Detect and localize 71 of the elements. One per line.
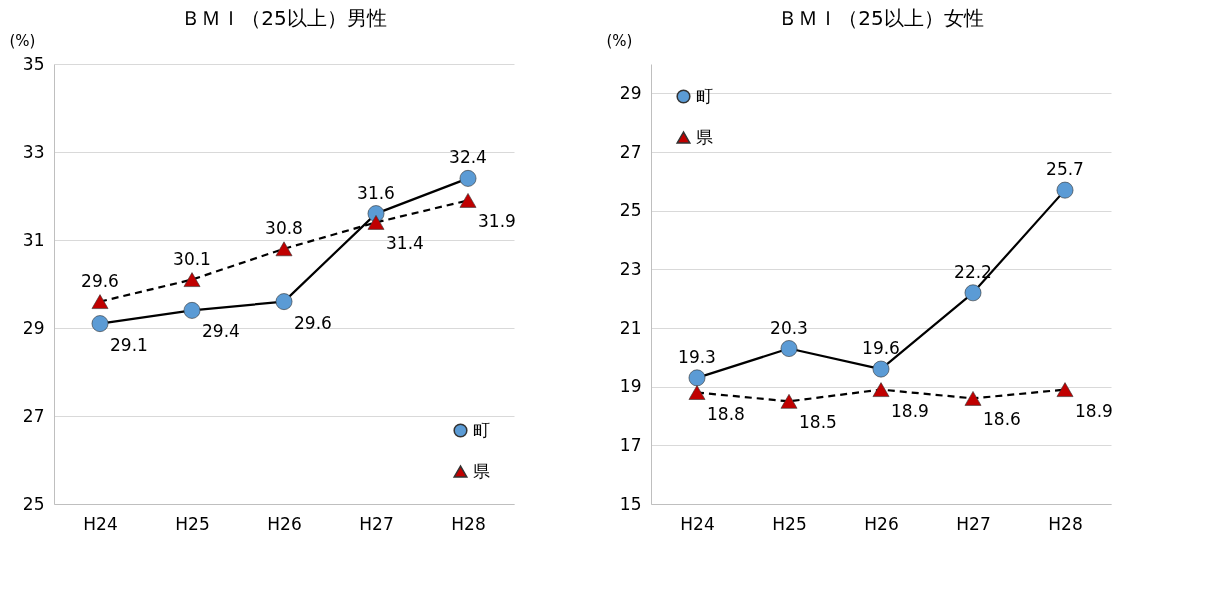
y-tick-label: 29 bbox=[22, 317, 45, 338]
data-label: 18.8 bbox=[707, 403, 745, 424]
x-tick-label: H24 bbox=[680, 513, 715, 534]
y-tick-label: 15 bbox=[619, 493, 642, 514]
x-tick-label: H28 bbox=[451, 513, 486, 534]
x-tick-label: H25 bbox=[175, 513, 210, 534]
x-tick-label: H25 bbox=[772, 513, 807, 534]
point bbox=[91, 294, 109, 309]
x-tick-label: H26 bbox=[864, 513, 899, 534]
point bbox=[872, 382, 890, 397]
data-label: 31.6 bbox=[357, 182, 395, 203]
y-tick-label: 33 bbox=[22, 141, 45, 162]
y-tick-label: 25 bbox=[619, 200, 642, 221]
point bbox=[367, 215, 385, 230]
point bbox=[91, 315, 109, 332]
legend-label: 県 bbox=[696, 126, 713, 147]
chart-title: ＢＭＩ（25以上）女性 bbox=[778, 6, 984, 30]
data-label: 32.4 bbox=[449, 147, 487, 168]
y-tick-label: 19 bbox=[619, 376, 642, 397]
point bbox=[780, 340, 798, 357]
x-tick-label: H24 bbox=[83, 513, 118, 534]
point bbox=[780, 394, 798, 409]
y-axis-title: (%) bbox=[9, 31, 36, 50]
y-tick-label: 29 bbox=[619, 82, 642, 103]
data-label: 29.1 bbox=[110, 334, 148, 355]
data-label: 29.4 bbox=[202, 321, 240, 342]
x-tick-label: H27 bbox=[956, 513, 991, 534]
y-tick-label: 25 bbox=[22, 493, 45, 514]
data-label: 19.3 bbox=[678, 346, 716, 367]
point bbox=[1056, 382, 1074, 397]
point bbox=[688, 369, 706, 387]
y-tick-label: 27 bbox=[619, 141, 642, 162]
data-label: 18.9 bbox=[1075, 400, 1113, 421]
data-label: 30.8 bbox=[265, 217, 303, 238]
data-label: 25.7 bbox=[1046, 159, 1084, 180]
point bbox=[688, 385, 706, 400]
legend-label: 県 bbox=[473, 460, 490, 481]
y-axis-title: (%) bbox=[606, 31, 633, 50]
point bbox=[183, 272, 201, 287]
point bbox=[964, 391, 982, 406]
point bbox=[459, 170, 477, 187]
data-label: 30.1 bbox=[173, 248, 211, 269]
data-label: 18.6 bbox=[983, 409, 1021, 430]
y-tick-label: 27 bbox=[22, 405, 45, 426]
legend-label: 町 bbox=[473, 419, 490, 440]
data-label: 19.6 bbox=[862, 338, 900, 359]
point bbox=[275, 241, 293, 257]
point bbox=[1056, 181, 1074, 199]
chart-title: ＢＭＩ（25以上）男性 bbox=[181, 6, 387, 30]
x-tick-label: H27 bbox=[359, 513, 394, 534]
y-tick-label: 23 bbox=[619, 258, 642, 279]
point bbox=[183, 302, 201, 319]
data-label: 20.3 bbox=[770, 317, 808, 338]
x-tick-label: H28 bbox=[1048, 513, 1083, 534]
point bbox=[872, 360, 890, 378]
data-label: 29.6 bbox=[294, 312, 332, 333]
point bbox=[459, 193, 477, 208]
y-tick-label: 17 bbox=[619, 434, 642, 455]
y-tick-label: 31 bbox=[22, 229, 45, 250]
legend-label: 町 bbox=[696, 85, 713, 106]
x-tick-label: H26 bbox=[267, 513, 302, 534]
data-label: 18.9 bbox=[891, 400, 929, 421]
data-label: 18.5 bbox=[799, 412, 837, 433]
point bbox=[964, 284, 982, 302]
point bbox=[275, 293, 293, 310]
data-label: 22.2 bbox=[954, 261, 992, 282]
data-label: 31.9 bbox=[478, 211, 516, 232]
y-tick-label: 35 bbox=[22, 53, 45, 74]
y-tick-label: 21 bbox=[619, 317, 642, 338]
data-label: 29.6 bbox=[81, 270, 119, 291]
data-label: 31.4 bbox=[386, 233, 424, 254]
